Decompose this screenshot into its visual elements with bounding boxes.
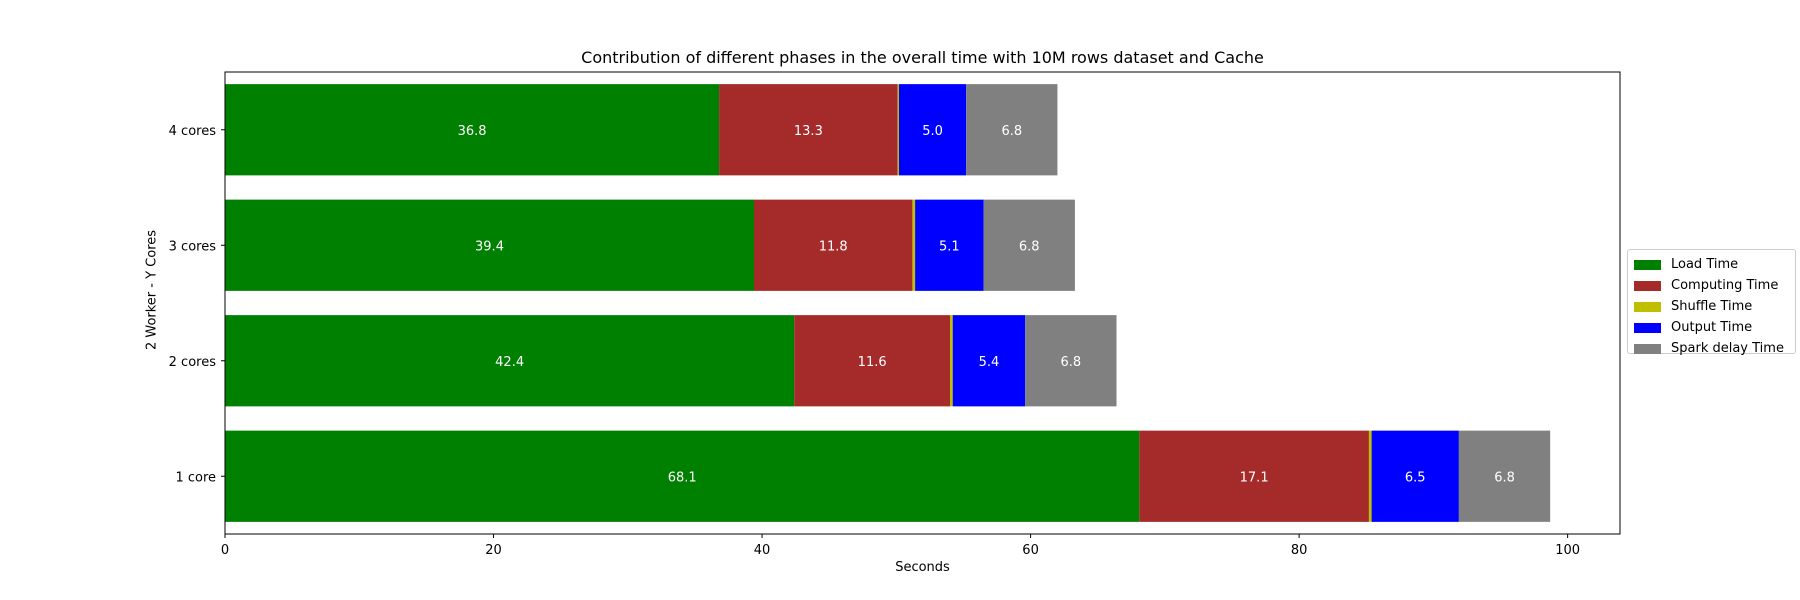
legend-item: Spark delay Time (1628, 338, 1795, 359)
bar-segment (1458, 430, 1551, 522)
legend-swatch (1634, 301, 1661, 312)
y-tick-label: 1 core (175, 470, 216, 485)
legend-label: Load Time (1671, 257, 1739, 272)
bar-segment (966, 84, 1058, 176)
bar-value-label: 39.4 (475, 239, 504, 254)
legend-label: Computing Time (1671, 278, 1779, 293)
bar-segment (915, 199, 984, 291)
bar-value-label: 5.4 (979, 355, 1000, 370)
bar-segment (719, 84, 898, 176)
bar-value-label: 6.8 (1061, 355, 1082, 370)
bar-segment (1368, 430, 1372, 522)
legend-label: Output Time (1671, 320, 1753, 335)
x-tick-label: 100 (1555, 543, 1580, 558)
legend-label: Spark delay Time (1671, 341, 1784, 356)
bar-segment (753, 199, 913, 291)
bar-segment (1025, 315, 1117, 407)
bar-value-label: 6.8 (1494, 470, 1515, 485)
legend-item: Output Time (1628, 317, 1795, 338)
bar-segment (899, 84, 967, 176)
x-tick-label: 20 (485, 543, 502, 558)
bar-segment (950, 315, 953, 407)
bar-value-label: 36.8 (458, 124, 487, 139)
x-axis-label: Seconds (895, 560, 950, 575)
legend-label: Shuffle Time (1671, 299, 1753, 314)
legend-item: Computing Time (1628, 275, 1795, 296)
legend-swatch (1634, 259, 1661, 270)
legend-swatch (1634, 280, 1661, 291)
bar-value-label: 68.1 (668, 470, 697, 485)
x-tick-label: 80 (1291, 543, 1308, 558)
bar-value-label: 6.8 (1019, 239, 1040, 254)
legend-swatch (1634, 343, 1661, 354)
bar-value-label: 5.1 (939, 239, 960, 254)
legend-item: Load Time (1628, 254, 1795, 275)
bar-value-label: 13.3 (794, 124, 823, 139)
bar-segment (225, 315, 795, 407)
bar-segment (225, 199, 754, 291)
chart-title: Contribution of different phases in the … (581, 48, 1264, 67)
chart-legend: Load Time Computing Time Shuffle Time Ou… (1627, 249, 1796, 356)
bar-value-label: 6.8 (1001, 124, 1022, 139)
bar-value-label: 17.1 (1240, 470, 1269, 485)
x-tick-label: 40 (754, 543, 771, 558)
bar-segment (225, 84, 720, 176)
bar-segment (952, 315, 1026, 407)
bar-segment (912, 199, 916, 291)
x-tick-label: 0 (221, 543, 229, 558)
legend-swatch (1634, 322, 1661, 333)
bar-segment (1139, 430, 1369, 522)
bar-segment (897, 84, 900, 176)
bar-value-label: 5.0 (922, 124, 943, 139)
bar-segment (794, 315, 951, 407)
y-tick-label: 3 cores (169, 239, 217, 254)
bar-segment (983, 199, 1075, 291)
bar-value-label: 6.5 (1405, 470, 1426, 485)
bar-value-label: 42.4 (495, 355, 524, 370)
y-tick-label: 2 cores (169, 355, 217, 370)
bar-value-label: 11.8 (819, 239, 848, 254)
bar-segment (225, 430, 1140, 522)
bar-value-label: 11.6 (858, 355, 887, 370)
plot-frame (224, 71, 1621, 535)
bar-segment (1371, 430, 1459, 522)
legend-item: Shuffle Time (1628, 296, 1795, 317)
y-tick-label: 4 cores (169, 124, 217, 139)
x-tick-label: 60 (1022, 543, 1039, 558)
